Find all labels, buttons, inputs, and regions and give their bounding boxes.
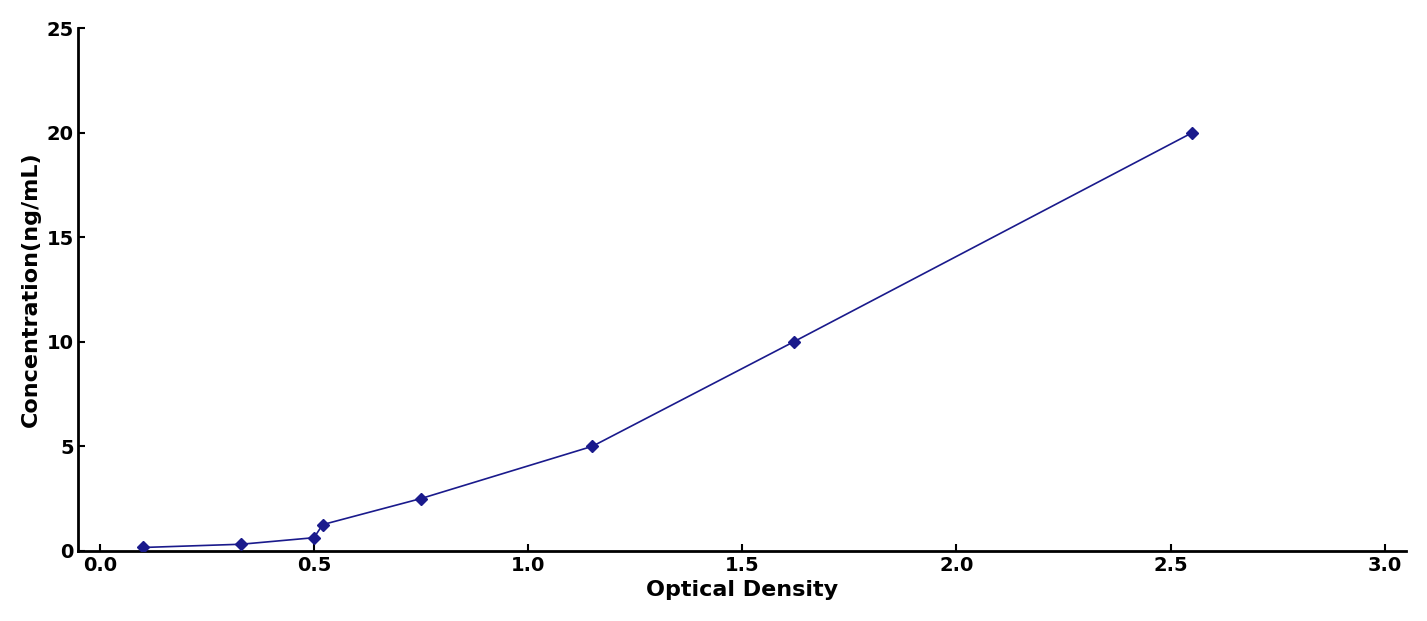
X-axis label: Optical Density: Optical Density xyxy=(646,580,839,600)
Y-axis label: Concentration(ng/mL): Concentration(ng/mL) xyxy=(21,152,41,427)
